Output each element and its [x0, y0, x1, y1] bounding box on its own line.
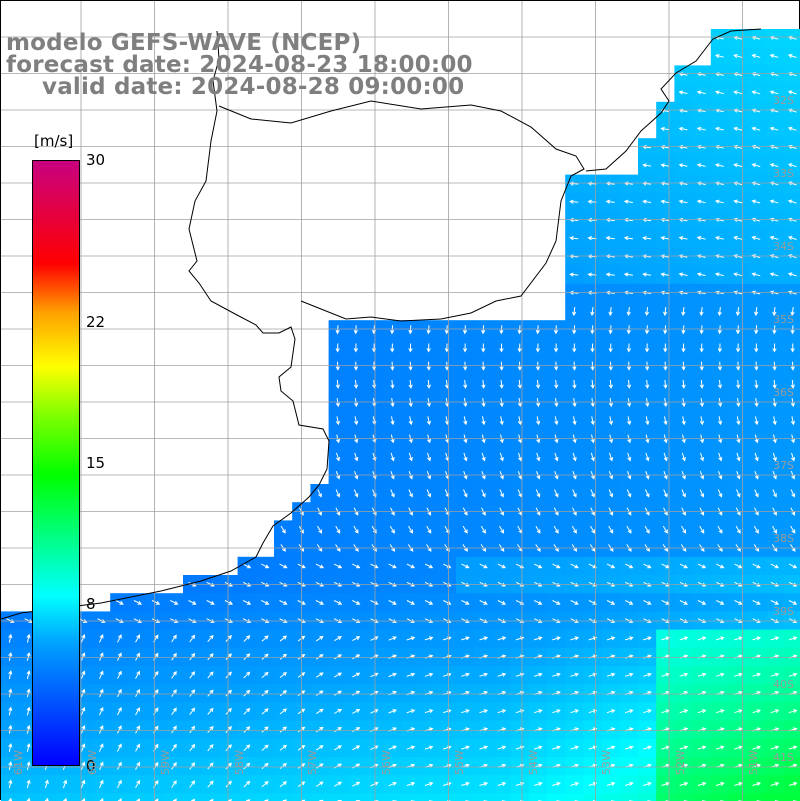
- latitude-label: 36S: [773, 386, 794, 399]
- longitude-label: 59W: [159, 750, 172, 775]
- colorbar-tick-label: 15: [86, 454, 105, 472]
- wind-speed-cell: [784, 211, 800, 230]
- latitude-label: 37S: [773, 459, 794, 472]
- longitude-label: 55W: [453, 750, 466, 775]
- longitude-label: 54W: [527, 750, 540, 775]
- wind-speed-cell: [784, 557, 800, 576]
- longitude-label: 56W: [380, 750, 393, 775]
- colorbar: [32, 160, 80, 766]
- longitude-label: 52W: [674, 750, 687, 775]
- wind-speed-cell: [784, 357, 800, 376]
- wind-speed-cell: [784, 284, 800, 303]
- longitude-label: 61W: [12, 750, 25, 775]
- wind-speed-cell: [784, 338, 800, 357]
- wind-speed-cell: [784, 484, 800, 503]
- wind-speed-cell: [784, 266, 800, 285]
- colorbar-unit: [m/s]: [34, 132, 73, 150]
- title-valid-date: valid date: 2024-08-28 09:00:00: [42, 75, 464, 99]
- colorbar-tick-label: 22: [86, 313, 105, 331]
- wind-speed-cells: [1, 29, 800, 801]
- colorbar-tick-label: 8: [86, 595, 96, 613]
- latitude-label: 40S: [773, 678, 794, 691]
- latitude-label: 41S: [773, 751, 794, 764]
- latitude-label: 39S: [773, 605, 794, 618]
- wind-speed-cell: [784, 65, 800, 84]
- wind-speed-cell: [784, 138, 800, 157]
- longitude-label: 58W: [233, 750, 246, 775]
- latitude-label: 35S: [773, 313, 794, 326]
- latitude-label: 38S: [773, 532, 794, 545]
- wind-speed-cell: [784, 47, 800, 66]
- latitude-label: 34S: [773, 240, 794, 253]
- wind-speed-cell: [784, 29, 800, 48]
- longitude-label: 57W: [306, 750, 319, 775]
- latitude-label: 33S: [773, 167, 794, 180]
- longitude-label: 60W: [86, 750, 99, 775]
- colorbar-tick-label: 30: [86, 151, 105, 169]
- longitude-label: 51W: [747, 750, 760, 775]
- latitude-label: 32S: [773, 94, 794, 107]
- wind-speed-cell: [784, 120, 800, 139]
- longitude-label: 53W: [600, 750, 613, 775]
- wind-speed-cell: [784, 411, 800, 430]
- wind-speed-cell: [784, 193, 800, 212]
